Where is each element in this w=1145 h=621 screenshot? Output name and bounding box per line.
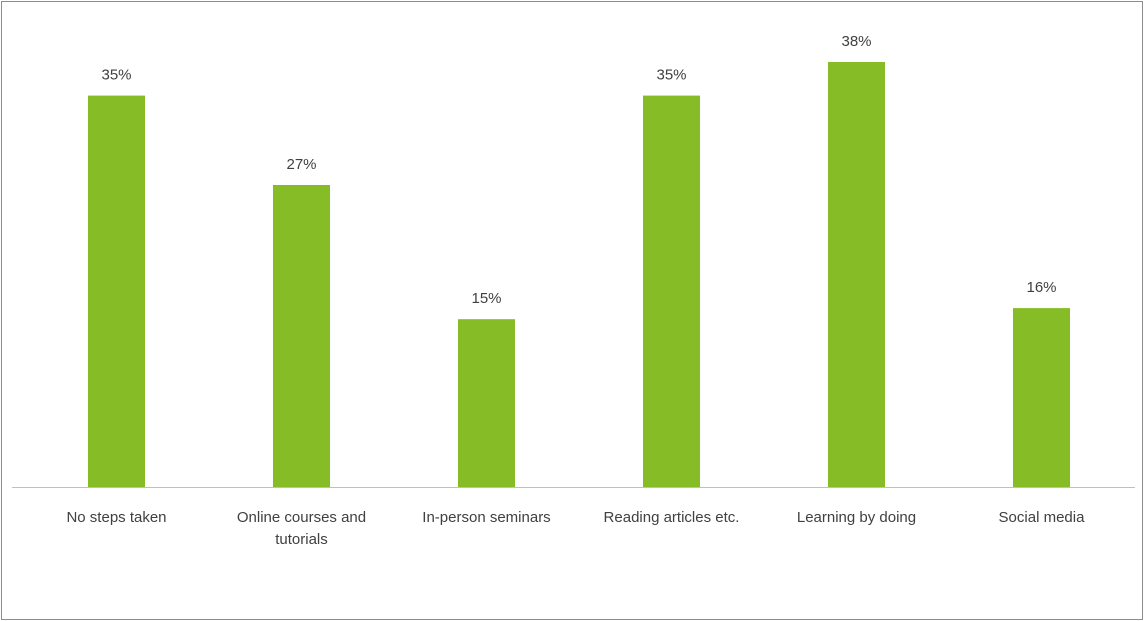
category-label-2: In-person seminars <box>422 509 550 526</box>
bar-4 <box>828 62 885 487</box>
data-label-3: 35% <box>656 67 686 84</box>
category-label-line: Learning by doing <box>797 509 916 526</box>
category-label-line: In-person seminars <box>422 509 550 526</box>
category-label-0: No steps taken <box>66 509 166 526</box>
category-label-line: Social media <box>999 509 1086 526</box>
data-label-2: 15% <box>471 290 501 307</box>
data-label-0: 35% <box>101 67 131 84</box>
bar-1 <box>273 185 330 487</box>
category-label-line: Reading articles etc. <box>604 509 740 526</box>
bar-5 <box>1013 308 1070 487</box>
bars-group <box>88 62 1070 487</box>
data-label-1: 27% <box>286 156 316 173</box>
category-labels-group: No steps taken Online courses and tutorial… <box>66 509 1085 548</box>
data-label-4: 38% <box>841 33 871 50</box>
category-label-4: Learning by doing <box>797 509 916 526</box>
bar-2 <box>458 319 515 487</box>
category-label-line: No steps taken <box>66 509 166 526</box>
category-label-line: Online courses and <box>237 509 366 526</box>
category-label-1: Online courses and tutorials <box>237 509 366 548</box>
category-label-5: Social media <box>999 509 1086 526</box>
data-label-5: 16% <box>1026 279 1056 296</box>
bar-0 <box>88 95 145 487</box>
category-label-line: tutorials <box>275 531 328 548</box>
category-label-3: Reading articles etc. <box>604 509 740 526</box>
data-labels-group: 35% 27% 15% 35% 38% 16% <box>101 33 1056 307</box>
bar-3 <box>643 95 700 487</box>
